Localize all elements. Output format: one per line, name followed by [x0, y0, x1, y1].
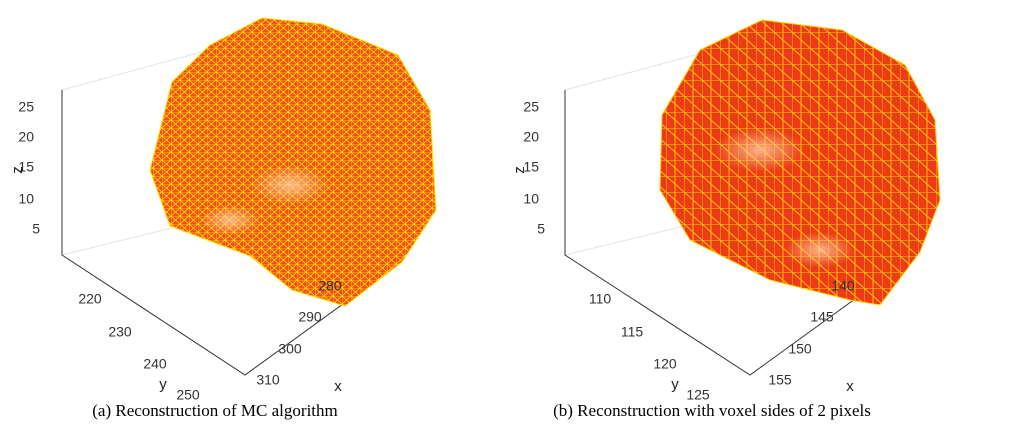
- y-tick-label: 240: [143, 356, 167, 372]
- y-tick-label: 250: [176, 387, 200, 403]
- z-axis-label: z: [9, 166, 26, 174]
- panel-a-axes: [61, 17, 437, 376]
- x-tick-label: 150: [788, 341, 812, 357]
- z-tick-label: 15: [523, 159, 539, 175]
- highlight: [785, 232, 855, 268]
- x-tick-label: 290: [298, 309, 322, 325]
- x-tick-label: 155: [768, 372, 792, 388]
- caption: (b) Reconstruction with voxel sides of 2…: [553, 401, 871, 420]
- surface: [659, 19, 941, 306]
- y-tick-label: 120: [653, 356, 677, 372]
- y-tick-label: 110: [589, 291, 612, 307]
- z-tick-label: 20: [18, 129, 34, 145]
- surface: [149, 17, 437, 307]
- x-tick-label: 145: [810, 309, 834, 325]
- y-axis-label: y: [671, 376, 679, 393]
- z-tick-label: 10: [523, 191, 539, 207]
- z-tick-label: 10: [18, 191, 34, 207]
- z-tick-label: 15: [18, 159, 34, 175]
- highlight: [200, 205, 260, 235]
- z-tick-label: 20: [523, 129, 539, 145]
- x-axis-label: x: [846, 378, 854, 395]
- y-tick-label: 125: [686, 387, 710, 403]
- y-tick-label: 115: [621, 324, 644, 340]
- x-tick-label: 280: [318, 278, 342, 294]
- z-tick-label: 25: [18, 99, 34, 115]
- x-axis-label: x: [334, 378, 342, 395]
- x-tick-label: 310: [256, 372, 280, 388]
- highlight: [250, 165, 330, 205]
- highlight: [715, 128, 805, 172]
- x-tick-label: 140: [831, 278, 855, 294]
- y-tick-label: 230: [108, 324, 132, 340]
- panel-b-axes: [564, 19, 941, 376]
- z-tick-label: 5: [32, 221, 40, 237]
- z-axis-label: z: [511, 166, 528, 174]
- y-tick-label: 220: [78, 291, 102, 307]
- z-tick-label: 25: [523, 99, 539, 115]
- y-axis-label: y: [159, 376, 167, 393]
- x-tick-label: 300: [278, 341, 302, 357]
- z-tick-label: 5: [537, 221, 545, 237]
- caption: (a) Reconstruction of MC algorithm: [92, 401, 338, 420]
